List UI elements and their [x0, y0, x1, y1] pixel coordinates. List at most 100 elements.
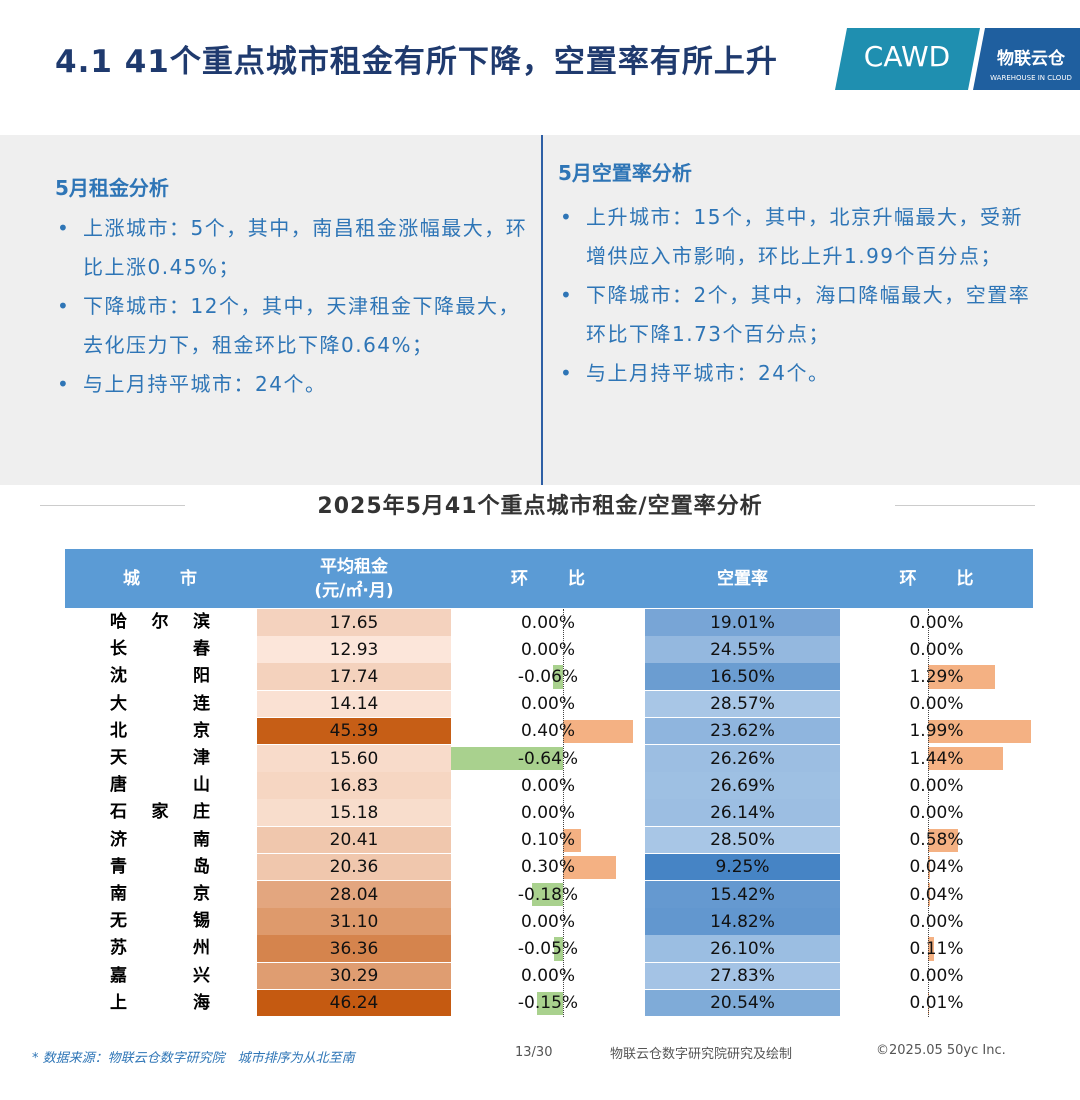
table-cell: -0.06% [517, 666, 579, 687]
table-cell: 0.00% [520, 802, 575, 823]
table-cell: 14.82% [710, 911, 775, 932]
logo: CAWD 物联云仓 WAREHOUSE IN CLOUD [835, 28, 1080, 90]
table-cell: 26.10% [710, 938, 775, 959]
bullet: 与上月持平城市：24个。 [558, 354, 1038, 393]
table-cell: 0.00% [520, 612, 575, 633]
city-name: 哈尔滨 [110, 612, 210, 632]
right-panel: 5月空置率分析 上升城市：15个，其中，北京升幅最大，受新增供应入市影响，环比上… [558, 157, 1038, 393]
table-cell: 45.39 [329, 721, 379, 742]
vacancy-shade [645, 826, 840, 854]
vacancy-shade [645, 908, 840, 935]
city-name: 济南 [110, 829, 210, 850]
table-cell: 20.36 [329, 857, 379, 878]
table-cell: 0.01% [909, 993, 964, 1014]
table-body: 哈尔滨 17.65 0.00% 19.01% 0.00% 长春 12.93 0.00% 24.5… [0, 609, 1080, 1019]
table-cell: -0.15% [517, 993, 579, 1014]
table-cell: 26.14% [710, 802, 775, 823]
rent-shade [257, 745, 451, 772]
change-bar [563, 828, 581, 852]
table-cell: 28.50% [710, 830, 775, 851]
table-cell: 0.00% [909, 802, 964, 823]
bullet: 上涨城市：5个，其中，南昌租金涨幅最大，环比上涨0.45%； [55, 209, 535, 287]
city-name: 大连 [110, 693, 210, 714]
rent-shade [257, 853, 451, 881]
copyright: ©2025.05 50yc Inc. [876, 1043, 1006, 1058]
rent-shade [257, 663, 451, 691]
table-cell: 15.60 [329, 748, 379, 769]
city-name: 天津 [110, 748, 210, 768]
change-bar [928, 828, 959, 852]
table-cell: 28.04 [329, 884, 379, 905]
change-bar [928, 665, 996, 689]
header-cell: 平均租金 (元/㎡·月) [314, 556, 394, 601]
bullet: 下降城市：2个，其中，海口降幅最大，空置率环比下降1.73个百分点； [558, 276, 1038, 354]
table-cell: 24.55% [710, 639, 775, 660]
table-cell: 27.83% [710, 966, 775, 987]
rule [40, 505, 185, 506]
table-cell: 15.18 [329, 802, 379, 823]
vacancy-shade [645, 636, 840, 663]
logo-bg [973, 28, 1080, 90]
bullet-list: 上升城市：15个，其中，北京升幅最大，受新增供应入市影响，环比上升1.99个百分… [558, 198, 1038, 393]
table-cell: 26.69% [710, 775, 775, 796]
table-cell: 0.00% [520, 775, 575, 796]
table-title: 2025年5月41个重点城市租金/空置率分析 [317, 494, 763, 519]
change-bar [928, 747, 1003, 771]
header-cell: 环比 [511, 568, 625, 589]
header-cell: 空置率 [717, 568, 768, 589]
change-bar [928, 937, 934, 961]
table-header: 城市 平均租金 (元/㎡·月) 环比 空置率 环比 [65, 549, 1033, 608]
table-cell: 0.11% [909, 938, 964, 959]
change-bar [451, 747, 563, 771]
table-cell: 0.00% [909, 775, 964, 796]
credit: 物联云仓数字研究院研究及绘制 [610, 1047, 793, 1062]
bullet-list: 上涨城市：5个，其中，南昌租金涨幅最大，环比上涨0.45%；下降城市：12个，其… [55, 209, 535, 404]
rent-shade [257, 772, 451, 799]
table-cell: 26.26% [710, 748, 775, 769]
change-bar [554, 937, 563, 961]
logo-text: WAREHOUSE IN CLOUD [990, 74, 1072, 82]
header-cell: 城市 [123, 568, 237, 589]
table-cell: 0.00% [909, 694, 964, 715]
vacancy-shade [645, 717, 840, 745]
rent-shade [257, 935, 451, 963]
city-name: 南京 [110, 884, 210, 904]
rent-shade [257, 636, 451, 663]
table-cell: 0.00% [520, 639, 575, 660]
zero-axis [928, 609, 929, 1017]
table-cell: 0.00% [909, 612, 964, 633]
table-cell: 0.00% [520, 911, 575, 932]
table-cell: 16.50% [710, 666, 775, 687]
city-name: 石家庄 [110, 802, 210, 823]
change-bar [928, 883, 931, 907]
vacancy-shade [645, 962, 840, 990]
change-bar [563, 719, 633, 743]
table-cell: 19.01% [710, 612, 775, 633]
city-name: 上海 [110, 992, 210, 1013]
table-cell: 20.54% [710, 993, 775, 1014]
table-cell: 0.00% [909, 966, 964, 987]
change-bar [536, 991, 563, 1015]
table-cell: 31.10 [329, 911, 379, 932]
change-bar [928, 719, 1032, 743]
zero-axis [563, 609, 564, 1017]
change-bar [928, 855, 931, 879]
rent-shade [257, 609, 451, 636]
vacancy-shade [645, 881, 840, 908]
table-cell: -0.64% [517, 748, 579, 769]
table-cell: 1.44% [909, 748, 964, 769]
table-cell: 0.40% [520, 721, 575, 742]
divider [541, 135, 543, 485]
city-name: 无锡 [110, 911, 210, 932]
table-cell: 16.83 [329, 775, 379, 796]
panel-title: 5月租金分析 [55, 176, 169, 200]
city-name: 北京 [110, 720, 210, 741]
bullet: 与上月持平城市：24个。 [55, 365, 535, 404]
city-name: 长春 [110, 639, 210, 660]
vacancy-shade [645, 690, 840, 718]
table-cell: 46.24 [329, 993, 379, 1014]
table-cell: 36.36 [329, 938, 379, 959]
rent-shade [257, 690, 451, 718]
table-cell: 0.00% [909, 639, 964, 660]
